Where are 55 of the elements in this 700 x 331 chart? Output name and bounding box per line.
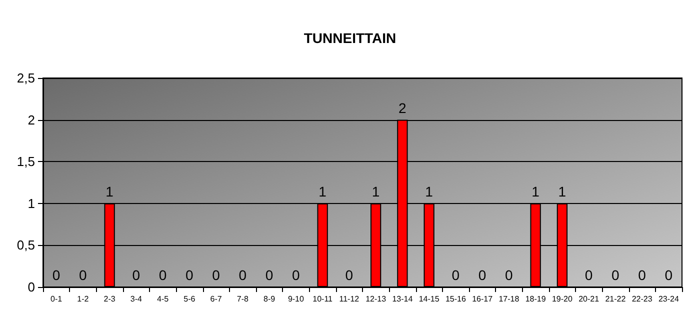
x-tick-label: 17-18 xyxy=(498,294,520,304)
y-tick-label: 2,5 xyxy=(16,70,35,86)
x-tick-label: 22-23 xyxy=(632,294,653,304)
x-tick-label: 20-21 xyxy=(578,294,600,304)
data-label: 0 xyxy=(238,267,247,283)
data-label: 0 xyxy=(212,267,220,283)
x-tick-label: 9-10 xyxy=(288,294,304,304)
y-tick-label: 0,5 xyxy=(16,238,35,253)
x-tick-label: 3-4 xyxy=(130,294,143,304)
x-tick-label: 6-7 xyxy=(210,294,222,304)
x-tick-label: 2-3 xyxy=(104,294,116,304)
data-label: 0 xyxy=(664,267,673,283)
data-label: 0 xyxy=(638,267,646,283)
data-label: 0 xyxy=(478,267,486,283)
x-tick-label: 14-15 xyxy=(418,294,440,304)
x-tick-label: 16-17 xyxy=(472,294,494,304)
x-tick-label: 21-22 xyxy=(605,294,626,304)
data-label: 0 xyxy=(158,267,167,283)
x-tick-label: 19-20 xyxy=(552,294,573,304)
data-label: 1 xyxy=(318,183,327,200)
x-tick-label: 13-14 xyxy=(392,294,414,304)
chart-title: TUNNEITTAIN xyxy=(304,30,396,46)
x-tick-label: 12-13 xyxy=(366,294,387,304)
data-label: 0 xyxy=(292,267,300,283)
y-tick-label: 0 xyxy=(28,280,35,294)
data-label: 0 xyxy=(79,267,88,283)
data-label: 0 xyxy=(132,267,140,283)
data-label: 0 xyxy=(265,267,274,283)
data-label: 0 xyxy=(52,267,60,283)
y-tick-label: 1 xyxy=(28,196,35,211)
x-tick-label: 18-19 xyxy=(525,294,546,304)
data-label: 1 xyxy=(532,183,540,200)
data-label: 0 xyxy=(612,267,620,283)
y-tick-label: 1,5 xyxy=(16,154,35,170)
data-label: 0 xyxy=(505,267,514,283)
data-label: 2 xyxy=(398,100,407,116)
x-tick-label: 23-24 xyxy=(658,294,680,304)
x-tick-label: 10-11 xyxy=(312,294,334,304)
data-label: 1 xyxy=(558,183,566,200)
x-tick-label: 8-9 xyxy=(264,294,276,304)
data-label: 1 xyxy=(425,183,434,200)
data-label: 0 xyxy=(186,267,194,283)
x-tick-label: 0-1 xyxy=(50,294,63,304)
data-label: 1 xyxy=(106,183,114,200)
x-tick-label: 15-16 xyxy=(445,294,466,304)
x-tick-label: 5-6 xyxy=(184,294,196,304)
x-tick-label: 4-5 xyxy=(157,294,170,304)
x-tick-label: 11-12 xyxy=(339,294,360,304)
data-label: 0 xyxy=(452,267,460,283)
x-tick-label: 1-2 xyxy=(77,294,90,304)
x-tick-label: 7-8 xyxy=(236,294,250,304)
data-label: 0 xyxy=(584,267,593,283)
data-label: 0 xyxy=(345,267,354,283)
data-label: 1 xyxy=(372,183,380,200)
y-tick-label: 2 xyxy=(28,112,35,128)
